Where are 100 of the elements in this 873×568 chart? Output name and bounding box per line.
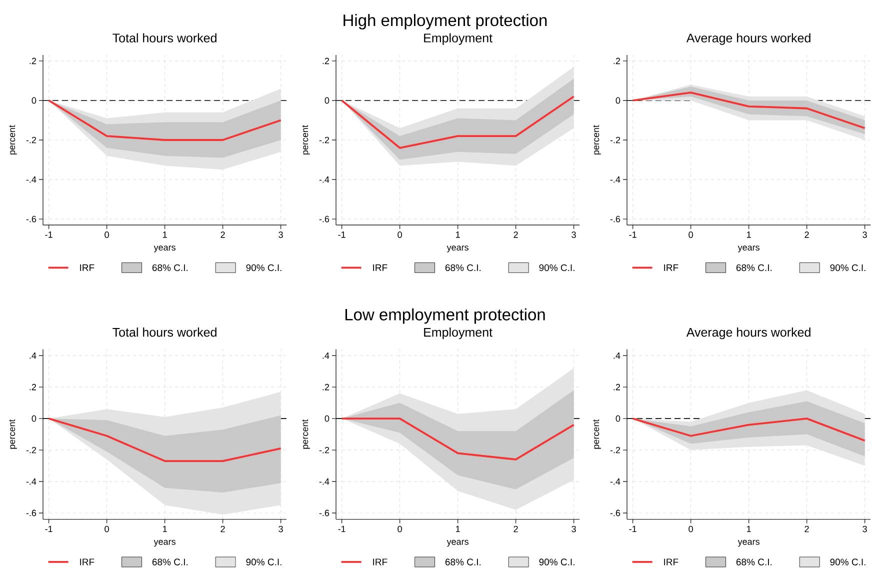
x-tick-label: 1 xyxy=(456,526,460,532)
chart-title: Total hours worked xyxy=(112,328,216,337)
legend-label: IRF xyxy=(373,558,388,566)
y-tick-label: .2 xyxy=(614,58,620,64)
y-tick-label: -.6 xyxy=(610,510,620,516)
legend-label: 68% C.I. xyxy=(736,264,772,272)
x-tick-label: 0 xyxy=(688,526,693,532)
legend-label: 68% C.I. xyxy=(736,558,772,566)
y-tick-label: -.4 xyxy=(26,478,36,485)
x-tick-label: 3 xyxy=(862,232,867,238)
x-tick-label: 1 xyxy=(746,526,751,532)
y-tick-label: -.2 xyxy=(610,446,620,454)
x-tick-label: 2 xyxy=(220,526,225,532)
legend-label: 68% C.I. xyxy=(445,264,481,272)
y-tick-label: .4 xyxy=(614,352,620,359)
chart-title: Employment xyxy=(424,33,492,45)
y-tick-label: -.6 xyxy=(319,216,330,222)
legend-label: IRF xyxy=(664,558,678,566)
legend-label: 90% C.I. xyxy=(246,558,282,566)
x-axis-title: years xyxy=(446,246,468,252)
legend-label: IRF xyxy=(80,558,94,566)
legend-label: IRF xyxy=(80,264,94,271)
text: Low employment protection xyxy=(345,308,545,324)
y-tick-label: .2 xyxy=(322,384,330,390)
chart-title: Average hours worked xyxy=(686,33,810,45)
legend-label: 90% C.I. xyxy=(539,264,574,272)
x-tick-label: 2 xyxy=(514,232,518,238)
y-tick-label: .4 xyxy=(322,352,330,359)
y-tick-label: -.6 xyxy=(26,510,36,516)
x-tick-label: 3 xyxy=(572,232,576,238)
y-axis-title: percent xyxy=(9,419,17,449)
x-tick-label: 0 xyxy=(104,232,109,238)
x-tick-label: 3 xyxy=(278,526,283,532)
x-axis-title: years xyxy=(446,540,468,547)
legend-label: 90% C.I. xyxy=(830,558,866,566)
x-tick-label: -1 xyxy=(629,232,636,238)
x-tick-label: 3 xyxy=(278,232,283,238)
x-tick-label: 0 xyxy=(104,526,109,532)
x-tick-label: 1 xyxy=(746,232,751,238)
y-tick-label: -.2 xyxy=(26,446,36,454)
x-tick-label: -1 xyxy=(45,232,52,238)
y-axis-title: percent xyxy=(302,419,310,449)
y-tick-label: .2 xyxy=(30,58,36,64)
line-series xyxy=(632,418,866,442)
y-axis-title: percent xyxy=(593,125,601,154)
x-axis-title: years xyxy=(154,246,176,252)
y-tick-label: -.4 xyxy=(610,478,620,485)
x-tick-label: 1 xyxy=(456,232,460,238)
x-tick-label: 3 xyxy=(572,526,576,532)
x-tick-label: 1 xyxy=(162,526,167,532)
y-tick-label: -.6 xyxy=(26,216,36,222)
x-tick-label: -1 xyxy=(338,232,346,238)
legend-label: 68% C.I. xyxy=(445,558,481,566)
y-tick-label: -.6 xyxy=(610,216,620,222)
line-series xyxy=(340,418,575,460)
y-tick-label: -.4 xyxy=(26,176,36,183)
legend-label: IRF xyxy=(664,264,678,271)
line-series xyxy=(340,96,575,149)
y-tick-label: 0 xyxy=(32,97,36,104)
y-axis-title: percent xyxy=(593,419,601,449)
text: High employment protection xyxy=(344,14,547,30)
y-tick-label: .2 xyxy=(322,58,330,64)
y-tick-label: -.2 xyxy=(610,136,620,144)
line-series xyxy=(48,100,282,141)
y-tick-label: -.2 xyxy=(319,136,330,144)
legend-label: 90% C.I. xyxy=(539,558,574,566)
legend-label: 68% C.I. xyxy=(152,558,188,566)
x-tick-label: 1 xyxy=(162,232,167,238)
y-tick-label: -.2 xyxy=(26,136,36,144)
legend-label: IRF xyxy=(373,264,388,271)
y-tick-label: .2 xyxy=(30,384,36,390)
y-tick-label: .2 xyxy=(614,384,620,390)
y-tick-label: -.4 xyxy=(610,176,620,183)
x-tick-label: 3 xyxy=(862,526,867,532)
x-tick-label: 0 xyxy=(688,232,693,238)
line-series xyxy=(48,418,282,462)
y-tick-label: 0 xyxy=(616,415,620,422)
y-axis-title: percent xyxy=(9,125,17,154)
x-tick-label: 2 xyxy=(804,232,809,238)
y-tick-label: -.4 xyxy=(319,176,330,183)
x-axis-title: years xyxy=(738,540,760,547)
y-tick-label: 0 xyxy=(616,97,620,104)
x-tick-label: 0 xyxy=(398,526,402,532)
chart-title: Average hours worked xyxy=(686,328,810,340)
x-tick-label: 0 xyxy=(398,232,402,238)
y-axis-title: percent xyxy=(302,125,310,154)
chart-title: Employment xyxy=(424,328,492,340)
x-tick-label: 2 xyxy=(804,526,809,532)
y-tick-label: -.6 xyxy=(319,510,330,516)
y-tick-label: 0 xyxy=(32,415,36,422)
chart-title: Total hours worked xyxy=(112,33,216,42)
y-tick-label: .4 xyxy=(30,352,36,359)
y-tick-label: -.2 xyxy=(319,446,330,454)
x-tick-label: 2 xyxy=(220,232,225,238)
x-tick-label: -1 xyxy=(629,526,636,532)
legend-label: 68% C.I. xyxy=(152,264,188,272)
legend-label: 90% C.I. xyxy=(246,264,282,272)
x-tick-label: -1 xyxy=(338,526,346,532)
y-tick-label: -.4 xyxy=(319,478,330,485)
x-tick-label: 2 xyxy=(514,526,518,532)
